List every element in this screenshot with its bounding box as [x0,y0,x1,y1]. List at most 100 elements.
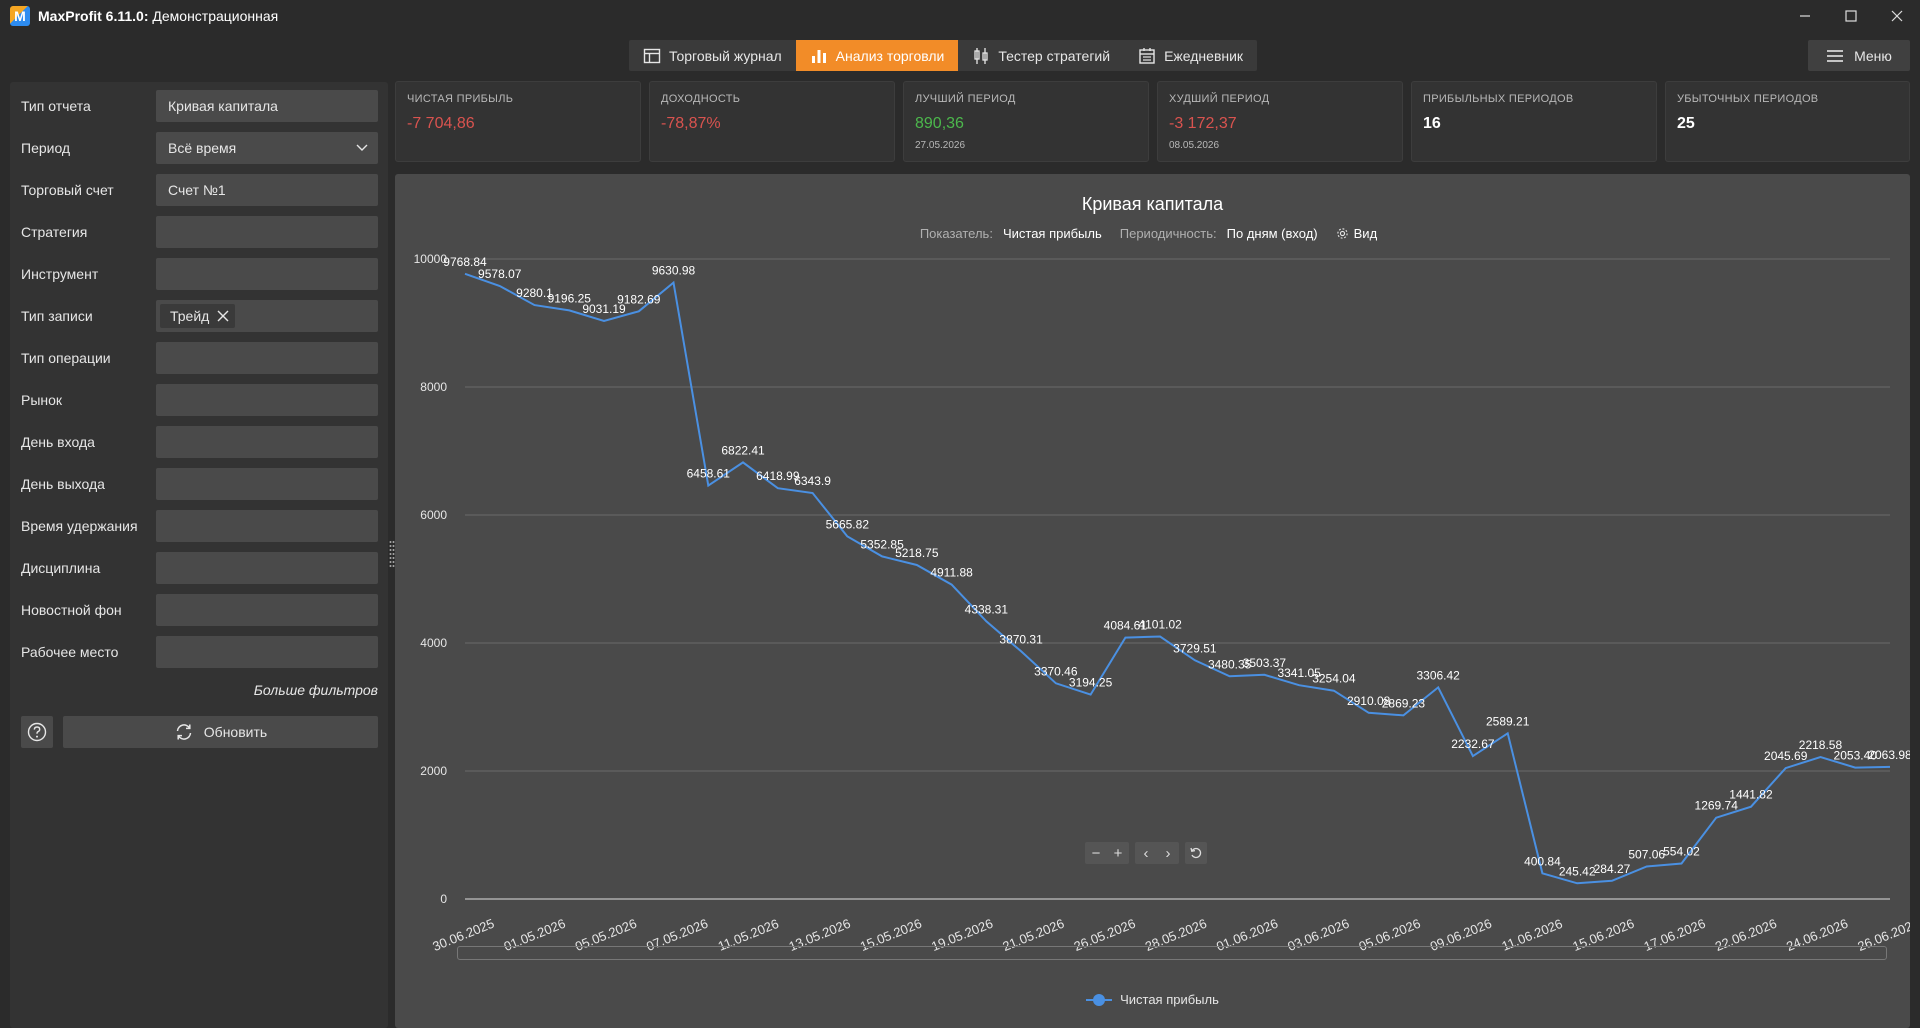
y-tick-label: 0 [440,892,447,906]
app-name: MaxProfit 6.11.0: [38,8,149,24]
filter-entry-day: День входа [10,426,388,458]
window-title: MaxProfit 6.11.0: Демонстрационная [38,8,278,24]
tab-label: Тестер стратегий [998,47,1111,64]
data-label: 3370.46 [1034,664,1078,678]
tab-trading-analysis[interactable]: Анализ торговли [795,40,959,71]
chip-label: Трейд [170,308,210,324]
chart-legend: Чистая прибыль [395,992,1910,1007]
record-type-field[interactable]: Трейд [156,300,378,332]
data-label: 2045.69 [1764,749,1808,763]
filter-label: День входа [21,434,95,450]
minimize-icon[interactable] [1782,0,1828,32]
tab-diary[interactable]: Ежедневник [1124,40,1257,71]
tab-strategy-tester[interactable]: Тестер стратегий [958,40,1124,71]
y-tick-label: 8000 [420,380,447,394]
data-label: 554.02 [1663,845,1700,859]
instrument-field[interactable] [156,258,378,290]
account-field[interactable]: Счет №1 [156,174,378,206]
filter-label: Рынок [21,392,63,408]
reset-group [1185,842,1207,864]
data-label: 245.42 [1559,864,1596,878]
news-field[interactable] [156,594,378,626]
entry-day-field[interactable] [156,426,378,458]
period-value[interactable]: По дням (вход) [1226,226,1318,241]
exit-day-field[interactable] [156,468,378,500]
close-icon[interactable] [217,310,229,322]
stat-label: ЛУЧШИЙ ПЕРИОД [915,93,1016,105]
legend-label[interactable]: Чистая прибыль [1120,992,1219,1007]
data-label: 2063.98 [1868,748,1910,762]
filter-news: Новостной фон [10,594,388,626]
pan-group: ‹ › [1135,842,1179,864]
view-button[interactable]: Вид [1336,226,1378,241]
market-field[interactable] [156,384,378,416]
main-tabs: Торговый журнал Анализ торговли Тестер с… [629,40,1258,71]
stat-card-profitable-periods: ПРИБЫЛЬНЫХ ПЕРИОДОВ 16 [1411,81,1657,162]
holding-time-field[interactable] [156,510,378,542]
stat-label: УБЫТОЧНЫХ ПЕРИОДОВ [1677,93,1819,105]
filter-label: Инструмент [21,266,99,282]
help-button[interactable] [21,716,53,748]
data-label: 4338.31 [965,602,1009,616]
menu-button[interactable]: Меню [1808,40,1910,71]
more-filters-link[interactable]: Больше фильтров [253,682,378,698]
operation-type-field[interactable] [156,342,378,374]
workplace-field[interactable] [156,636,378,668]
indicator-value[interactable]: Чистая прибыль [1002,226,1102,241]
filter-strategy: Стратегия [10,216,388,248]
stat-card-worst-period: ХУДШИЙ ПЕРИОД -3 172,37 08.05.2026 [1157,81,1403,162]
stat-date: 27.05.2026 [915,140,966,151]
chart-panel: 0 2000 4000 6000 8000 10000 30.06.2025 01.05.20… [395,174,1910,1028]
panel-splitter-handle[interactable] [389,540,395,570]
period-value: Всё время [168,140,237,156]
tab-label: Торговый журнал [669,47,782,64]
stat-value: 890,36 [915,115,964,132]
calendar-icon [1139,47,1155,64]
zoom-out-icon[interactable]: − [1091,844,1101,862]
report-type-field[interactable]: Кривая капитала [156,90,378,122]
stat-card-best-period: ЛУЧШИЙ ПЕРИОД 890,36 27.05.2026 [903,81,1149,162]
filter-period: Период Всё время [10,132,388,164]
filter-operation-type: Тип операции [10,342,388,374]
filter-account: Торговый счет Счет №1 [10,174,388,206]
close-icon[interactable] [1874,0,1920,32]
stat-label: ПРИБЫЛЬНЫХ ПЕРИОДОВ [1423,93,1574,105]
tab-trading-journal[interactable]: Торговый журнал [629,40,796,71]
filter-label: Время удержания [21,518,138,534]
refresh-button[interactable]: Обновить [63,716,378,748]
tab-label: Анализ торговли [835,47,945,64]
chevron-left-icon[interactable]: ‹ [1143,844,1149,862]
indicator-label: Показатель: [919,226,993,241]
zoom-in-icon[interactable]: + [1113,844,1123,862]
zoom-controls: − + ‹ › [1085,842,1207,864]
bar-chart-icon [811,49,826,63]
stat-card-net-profit: ЧИСТАЯ ПРИБЫЛЬ -7 704,86 [395,81,641,162]
app-logo-icon: M [10,6,30,26]
data-label: 6822.41 [721,443,765,457]
chart-range-scrollbar[interactable] [457,946,1887,960]
stat-label: ДОХОДНОСТЬ [661,93,741,105]
data-label: 1441.82 [1729,788,1773,802]
data-label: 2910.08 [1347,694,1391,708]
data-label: 2869.23 [1382,696,1426,710]
discipline-field[interactable] [156,552,378,584]
stat-date: 08.05.2026 [1169,140,1220,151]
period-select[interactable]: Всё время [156,132,378,164]
data-label: 5665.82 [826,517,870,531]
maximize-icon[interactable] [1828,0,1874,32]
data-label: 2232.67 [1451,737,1495,751]
data-label: 9578.07 [478,267,522,281]
zoom-group: − + [1085,842,1129,864]
chevron-right-icon[interactable]: › [1165,844,1171,862]
data-label: 4084.61 [1104,619,1148,633]
y-tick-label: 6000 [420,508,447,522]
chart-options: Показатель: Чистая прибыль Периодичность… [395,226,1910,241]
data-label: 284.27 [1594,862,1631,876]
data-label: 400.84 [1524,854,1561,868]
reset-zoom-icon[interactable] [1185,842,1207,864]
y-tick-label: 10000 [414,252,448,266]
strategy-field[interactable] [156,216,378,248]
view-label: Вид [1353,226,1378,241]
